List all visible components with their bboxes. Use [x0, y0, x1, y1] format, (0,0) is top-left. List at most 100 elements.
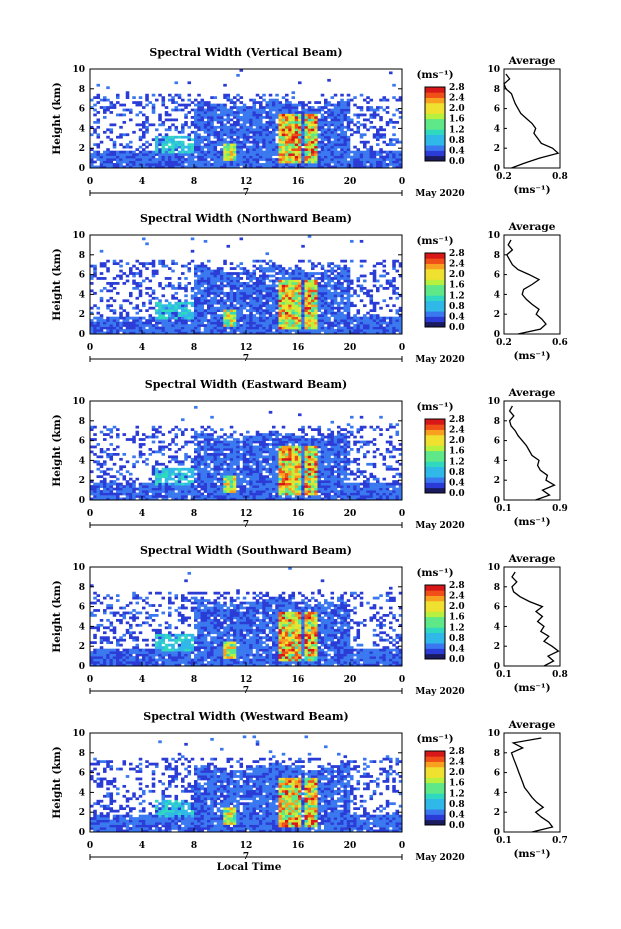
- heatmap-cell: [327, 143, 331, 147]
- heatmap-cell: [262, 294, 266, 298]
- heatmap-cell: [239, 128, 244, 132]
- heatmap-cell: [275, 490, 279, 493]
- heatmap-cell: [197, 155, 201, 159]
- heatmap-cell: [340, 269, 344, 273]
- heatmap-cell: [132, 158, 136, 161]
- heatmap-cell: [298, 291, 302, 295]
- heatmap-cell: [288, 272, 292, 275]
- heatmap-cell: [389, 120, 393, 124]
- heatmap-cell: [379, 319, 383, 322]
- heatmap-cell: [236, 289, 240, 293]
- heatmap-cell: [99, 272, 104, 275]
- heatmap-cell: [337, 321, 341, 325]
- heatmap-cell: [246, 138, 250, 142]
- heatmap-cell: [285, 163, 289, 166]
- heatmap-cell: [330, 331, 335, 335]
- heatmap-cell: [294, 316, 299, 320]
- heatmap-cell: [252, 113, 257, 117]
- heatmap-cell: [171, 96, 175, 99]
- heatmap-cell: [346, 269, 351, 273]
- heatmap-cell: [343, 289, 348, 293]
- heatmap-cell: [242, 113, 247, 117]
- heatmap-cell: [171, 259, 175, 263]
- heatmap-cell: [164, 113, 169, 117]
- heatmap-cell: [379, 485, 383, 488]
- heatmap-cell: [181, 490, 185, 493]
- heatmap-cell: [385, 329, 390, 332]
- heatmap-cell: [385, 143, 390, 147]
- heatmap-cell: [301, 470, 305, 474]
- heatmap-cell: [233, 101, 237, 104]
- heatmap-cell: [158, 331, 162, 335]
- heatmap-cell: [132, 160, 136, 164]
- heatmap-cell: [255, 291, 260, 295]
- heatmap-cell: [272, 497, 276, 501]
- heatmap-cell: [288, 111, 292, 114]
- heatmap-cell: [337, 140, 341, 144]
- heatmap-cell: [242, 477, 247, 481]
- y-tick-label: 8: [79, 251, 85, 261]
- heatmap-cell: [249, 465, 253, 469]
- heatmap-cell: [278, 158, 283, 161]
- heatmap-cell: [389, 319, 393, 322]
- heatmap-cell: [197, 145, 201, 149]
- heatmap-cell: [216, 289, 221, 293]
- heatmap-cell: [301, 309, 305, 313]
- heatmap-cell: [330, 326, 335, 330]
- heatmap-cell: [311, 299, 315, 303]
- heatmap-cell: [307, 235, 312, 238]
- heatmap-cell: [395, 329, 400, 332]
- heatmap-cell: [311, 309, 315, 313]
- heatmap-cell: [320, 158, 325, 161]
- heatmap-cell: [181, 125, 185, 129]
- heatmap-cell: [294, 274, 299, 278]
- heatmap-cell: [255, 267, 260, 270]
- heatmap-cell: [155, 296, 159, 300]
- heatmap-cell: [142, 130, 146, 134]
- heatmap-cell: [291, 133, 296, 137]
- heatmap-cell: [242, 145, 247, 149]
- heatmap-cell: [246, 145, 250, 149]
- heatmap-cell: [187, 319, 192, 322]
- heatmap-cell: [109, 467, 114, 471]
- heatmap-cell: [307, 321, 312, 325]
- heatmap-cell: [112, 316, 117, 320]
- heatmap-cell: [174, 331, 179, 335]
- heatmap-cell: [151, 274, 156, 278]
- heatmap-cell: [327, 155, 331, 159]
- heatmap-cell: [138, 294, 143, 298]
- heatmap-cell: [389, 482, 393, 486]
- heatmap-cell: [168, 482, 172, 486]
- heatmap-cell: [161, 145, 166, 149]
- heatmap-cell: [314, 125, 318, 129]
- heatmap-cell: [158, 470, 162, 474]
- heatmap-cell: [337, 324, 341, 327]
- heatmap-cell: [317, 495, 322, 498]
- heatmap-cell: [379, 321, 383, 325]
- heatmap-cell: [398, 326, 403, 330]
- heatmap-cell: [181, 130, 185, 134]
- heatmap-cell: [177, 155, 182, 159]
- heatmap-cell: [132, 96, 136, 99]
- heatmap-cell: [161, 311, 166, 315]
- heatmap-cell: [155, 163, 159, 166]
- heatmap-cell: [145, 163, 149, 166]
- heatmap-cell: [239, 477, 244, 481]
- heatmap-cell: [379, 163, 383, 166]
- heatmap-cell: [90, 133, 94, 137]
- heatmap-cell: [112, 103, 117, 107]
- heatmap-cell: [200, 140, 205, 144]
- heatmap-cell: [298, 485, 302, 488]
- heatmap-cell: [298, 321, 302, 325]
- heatmap-cell: [272, 477, 276, 481]
- heatmap-cell: [366, 150, 370, 154]
- heatmap-cell: [278, 286, 283, 290]
- heatmap-cell: [268, 485, 273, 488]
- heatmap-cell: [171, 294, 175, 298]
- heatmap-cell: [307, 289, 312, 293]
- heatmap-cell: [327, 103, 331, 107]
- heatmap-cell: [307, 296, 312, 300]
- heatmap-cell: [314, 289, 318, 293]
- heatmap-cell: [255, 286, 260, 290]
- heatmap-cell: [249, 163, 253, 166]
